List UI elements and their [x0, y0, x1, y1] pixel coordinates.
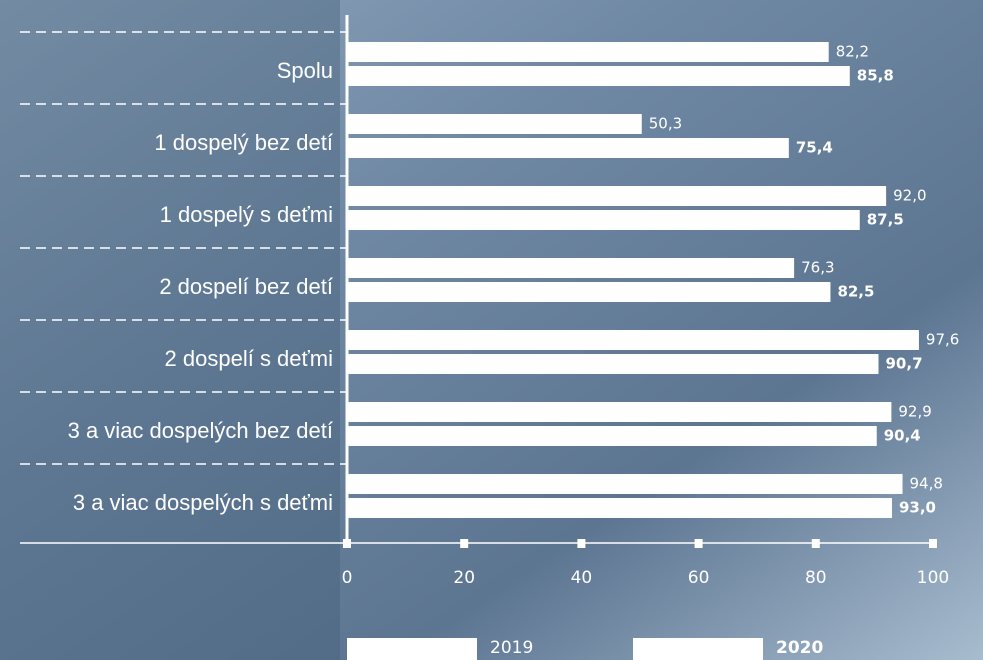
- bar: [347, 210, 860, 230]
- bar: [347, 426, 877, 446]
- tick-mark: [343, 539, 351, 548]
- category-label: 3 a viac dospelých s deťmi: [73, 490, 333, 515]
- value-label: 75,4: [796, 139, 833, 157]
- value-label: 85,8: [857, 67, 894, 85]
- value-label: 87,5: [867, 211, 904, 229]
- category-label: 2 dospelí bez detí: [159, 274, 333, 299]
- value-label: 93,0: [899, 499, 936, 517]
- x-tick-label: 100: [917, 568, 949, 588]
- x-tick-label: 40: [571, 568, 593, 588]
- category-label: Spolu: [277, 58, 333, 83]
- bar: [347, 330, 919, 350]
- value-label: 92,9: [898, 403, 931, 421]
- tick-mark: [460, 539, 469, 548]
- value-label: 97,6: [926, 331, 959, 349]
- tick-mark: [811, 539, 820, 548]
- value-label: 94,8: [910, 475, 943, 493]
- category-label: 2 dospelí s deťmi: [165, 346, 333, 371]
- bar: [347, 114, 642, 134]
- value-label: 90,4: [884, 427, 921, 445]
- x-tick-label: 20: [453, 568, 475, 588]
- value-label: 50,3: [649, 115, 682, 133]
- legend-swatch: [347, 638, 477, 660]
- bar: [347, 282, 831, 302]
- category-label: 1 dospelý bez detí: [154, 130, 333, 155]
- x-tick-label: 0: [342, 568, 353, 588]
- x-tick-label: 80: [805, 568, 827, 588]
- x-tick-label: 60: [688, 568, 710, 588]
- tick-mark: [694, 539, 703, 548]
- value-label: 76,3: [801, 259, 834, 277]
- bar: [347, 498, 892, 518]
- legend-label: 2019: [490, 638, 533, 658]
- bar: [347, 354, 879, 374]
- tick-mark: [577, 539, 586, 548]
- category-label: 3 a viac dospelých bez detí: [68, 418, 333, 443]
- bar: [347, 66, 850, 86]
- category-label: 1 dospelý s deťmi: [160, 202, 333, 227]
- bar: [347, 402, 892, 422]
- bar: [347, 258, 795, 278]
- value-label: 82,5: [837, 283, 874, 301]
- value-label: 90,7: [886, 355, 923, 373]
- legend-swatch: [633, 638, 763, 660]
- bar: [347, 186, 887, 206]
- bar: [347, 42, 829, 62]
- legend-label: 2020: [776, 638, 823, 658]
- bar: [347, 474, 903, 494]
- bar: [347, 138, 789, 158]
- background-shade: [0, 0, 340, 660]
- value-label: 92,0: [893, 187, 926, 205]
- tick-mark: [929, 539, 937, 548]
- value-label: 82,2: [836, 43, 869, 61]
